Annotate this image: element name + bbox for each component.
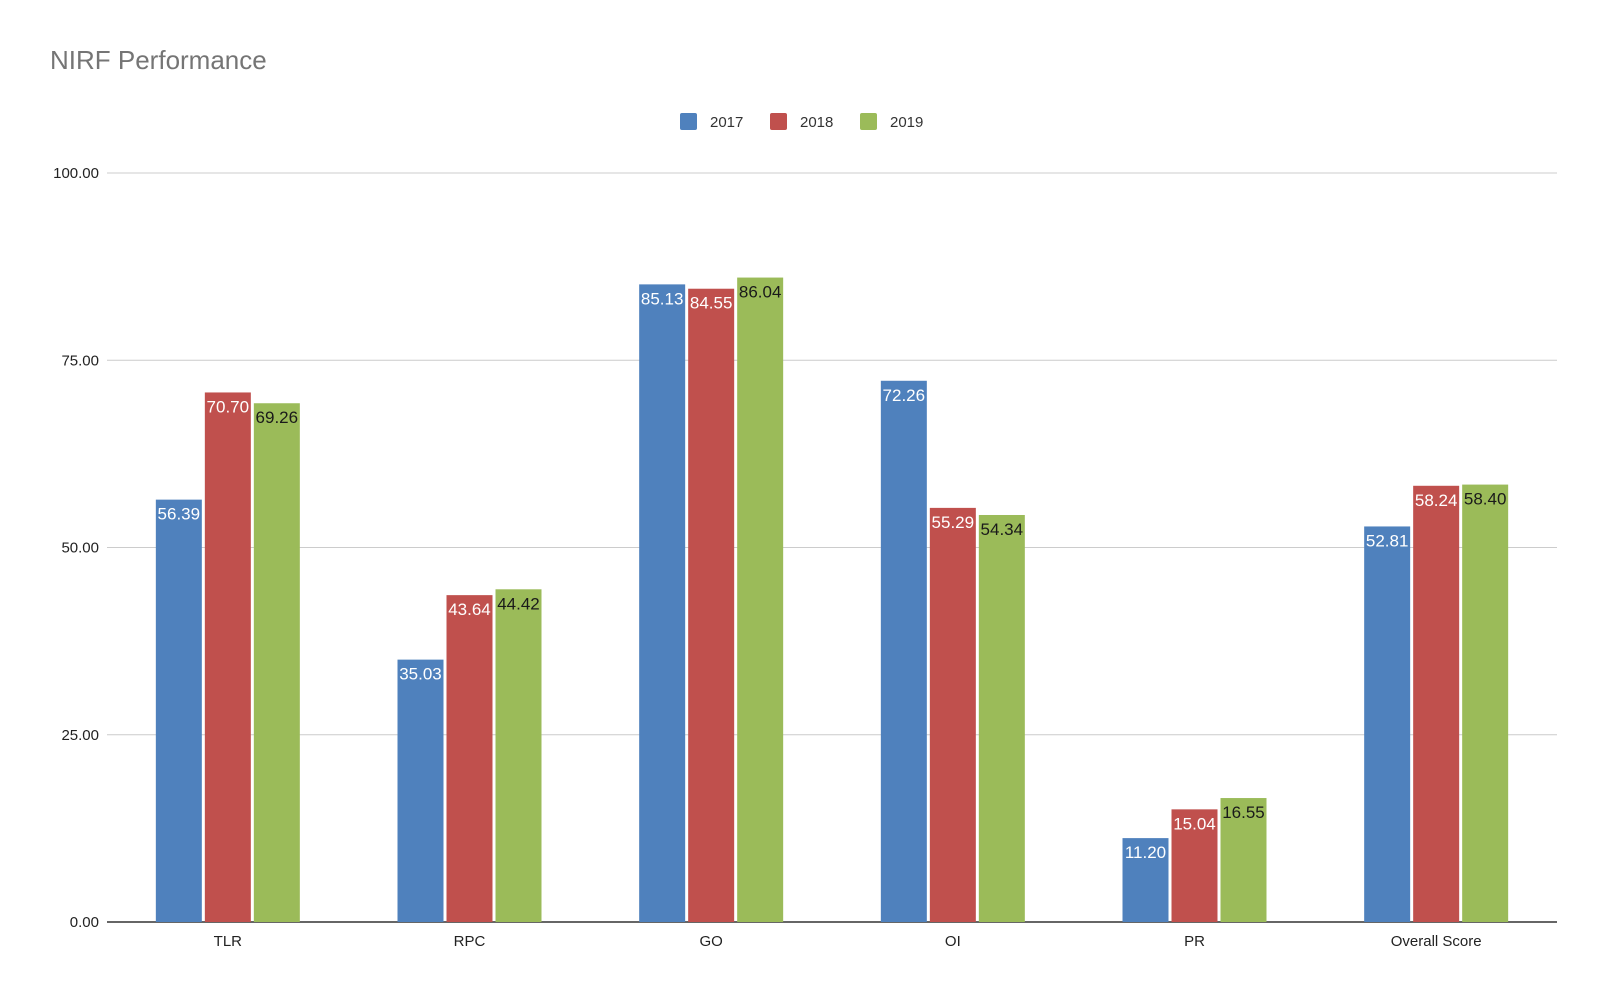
x-tick-label: PR	[1184, 933, 1205, 950]
bar-2018-pr	[1171, 809, 1218, 922]
y-tick-label: 50.00	[61, 540, 99, 557]
data-labels: 56.39 70.70 69.26 35.03 43.64 44.42 85.13 84.55…	[158, 283, 1507, 863]
x-tick-label: TLR	[214, 933, 243, 950]
y-tick-label: 100.00	[53, 165, 99, 182]
x-tick-label: OI	[945, 933, 961, 950]
data-label: 44.42	[497, 594, 540, 613]
bar-2019-go	[737, 277, 784, 922]
data-label: 16.55	[1222, 803, 1265, 822]
bar-2018-rpc	[446, 595, 493, 922]
bar-2019-overall-score	[1462, 484, 1509, 922]
bar-2018-go	[688, 288, 735, 923]
data-label: 70.70	[207, 397, 250, 416]
x-tick-label: GO	[699, 933, 722, 950]
axes: 0.00 25.00 50.00 75.00 100.00 TLR RPC GO OI PR Ove…	[53, 165, 1557, 950]
legend-swatch	[770, 113, 787, 130]
bar-2017-tlr	[155, 499, 202, 922]
bar-2017-pr	[1122, 838, 1169, 922]
bar-2017-overall-score	[1364, 526, 1411, 922]
data-label: 85.13	[641, 289, 684, 308]
bar-2019-pr	[1220, 798, 1267, 922]
data-label: 58.24	[1415, 491, 1458, 510]
data-label: 56.39	[158, 505, 201, 524]
data-label: 84.55	[690, 294, 733, 313]
legend-swatch	[860, 113, 877, 130]
bar-2018-tlr	[204, 392, 251, 922]
bar-2018-overall-score	[1413, 485, 1460, 922]
bar-2017-oi	[880, 380, 927, 923]
data-label: 69.26	[256, 408, 299, 427]
x-tick-label: RPC	[454, 933, 486, 950]
data-label: 11.20	[1125, 843, 1166, 862]
data-label: 72.26	[883, 386, 926, 405]
data-label: 86.04	[739, 283, 782, 302]
gridlines	[107, 172, 1557, 736]
bar-2019-rpc	[495, 589, 542, 922]
legend-label: 2018	[800, 114, 833, 131]
chart-title: NIRF Performance	[50, 45, 267, 75]
bar-2018-oi	[929, 507, 976, 922]
data-label: 58.40	[1464, 490, 1507, 509]
bars	[155, 277, 1509, 923]
data-label: 43.64	[448, 600, 491, 619]
legend-label: 2019	[890, 114, 923, 131]
bar-2019-oi	[978, 514, 1025, 922]
bar-2019-tlr	[253, 403, 300, 922]
data-label: 55.29	[932, 513, 975, 532]
data-label: 52.81	[1366, 531, 1409, 550]
data-label: 15.04	[1173, 814, 1216, 833]
data-label: 35.03	[399, 665, 442, 684]
y-tick-label: 75.00	[61, 352, 99, 369]
data-label: 54.34	[981, 520, 1024, 539]
x-tick-label: Overall Score	[1391, 933, 1482, 950]
y-tick-label: 25.00	[61, 727, 99, 744]
bar-2017-go	[639, 284, 686, 922]
legend-label: 2017	[710, 114, 743, 131]
bar-2017-rpc	[397, 659, 444, 922]
legend-swatch	[680, 113, 697, 130]
y-tick-label: 0.00	[70, 914, 99, 931]
legend: 2017 2018 2019	[680, 113, 923, 131]
